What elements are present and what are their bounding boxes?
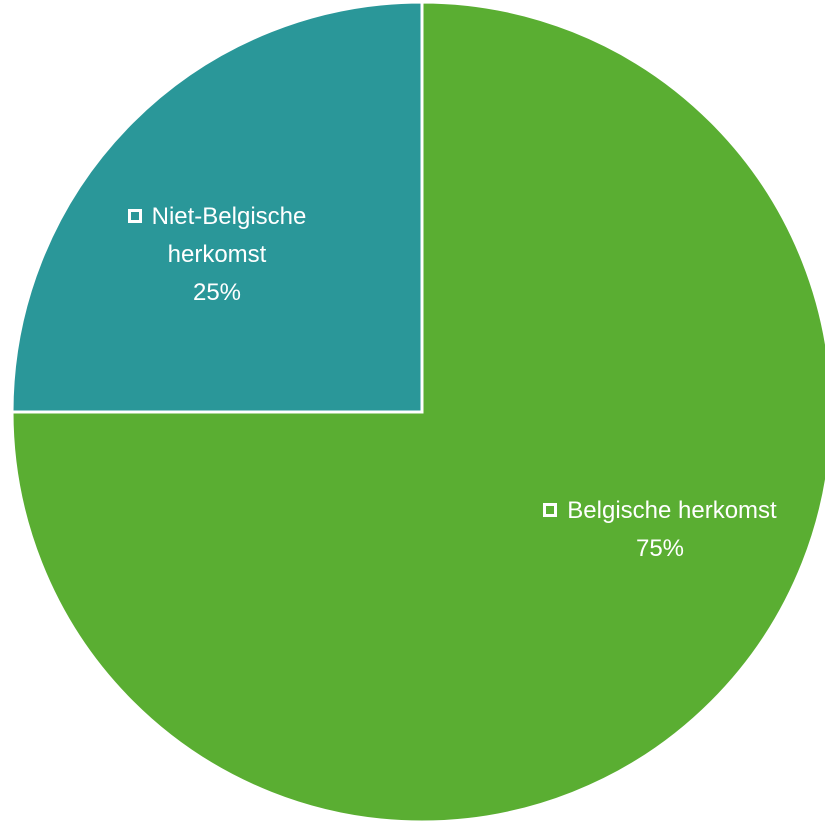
- data-label-value-niet-belgische: 25%: [192, 279, 242, 306]
- data-label-value-belgische: 75%: [635, 535, 685, 562]
- legend-key-icon: [127, 209, 142, 223]
- data-label-name-cont-niet-belgische: herkomst: [167, 241, 267, 268]
- data-label-belgische-herkomst: Belgische herkomst 75%: [500, 492, 820, 568]
- pie-slice-belgisch: [10, 0, 825, 824]
- data-label-name-belgische: Belgische herkomst: [500, 492, 820, 530]
- pie-slice-niet-belgisch: [10, 0, 424, 414]
- data-label-name-niet-belgische: Niet-Belgische: [97, 198, 337, 236]
- legend-key-icon: [543, 503, 558, 517]
- data-label-niet-belgische-herkomst: Niet-Belgische herkomst 25%: [97, 198, 337, 312]
